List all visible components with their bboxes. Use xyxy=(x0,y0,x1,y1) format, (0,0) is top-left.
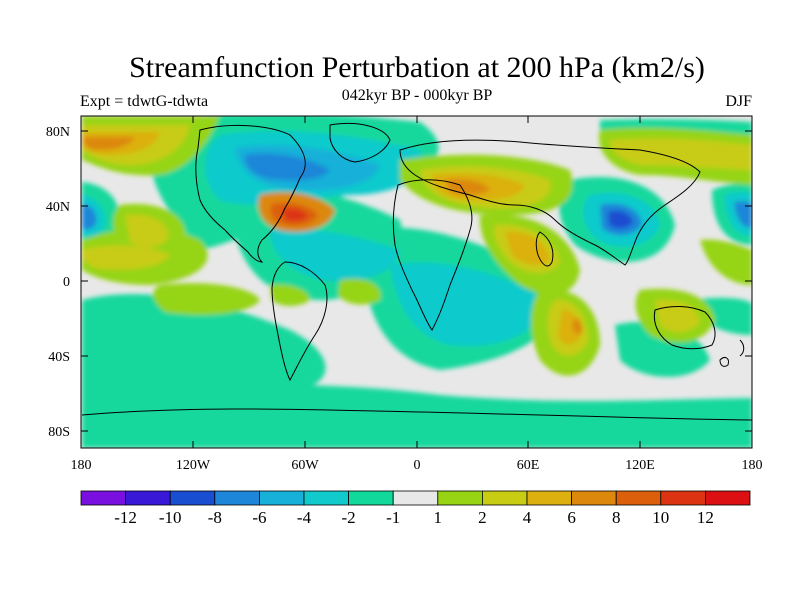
lat-label: 80S xyxy=(48,425,70,440)
lat-label: 0 xyxy=(63,275,70,290)
contour-field xyxy=(81,116,752,448)
longitude-labels: 180 120W 60W 0 60E 120E 180 xyxy=(71,458,763,473)
lon-label: 60E xyxy=(517,458,540,473)
colorbar-label: 8 xyxy=(612,508,621,527)
colorbar-label: -2 xyxy=(342,508,356,527)
colorbar-swatch xyxy=(169,490,216,506)
colorbar-label: -6 xyxy=(252,508,266,527)
latitude-labels: 80N 40N 0 40S 80S xyxy=(46,125,70,440)
colorbar-label: -1 xyxy=(386,508,400,527)
lon-label: 180 xyxy=(742,458,763,473)
colorbar-label: 4 xyxy=(523,508,532,527)
colorbar-label: 1 xyxy=(434,508,443,527)
plot-title: Streamfunction Perturbation at 200 hPa (… xyxy=(129,51,705,84)
colorbar-label: 6 xyxy=(567,508,576,527)
season-label: DJF xyxy=(725,93,752,110)
colorbar-label: 2 xyxy=(478,508,487,527)
coastlines xyxy=(81,122,752,421)
colorbar-swatch xyxy=(481,490,528,506)
lon-label: 120E xyxy=(625,458,655,473)
colorbar-swatch xyxy=(571,490,617,506)
colorbar-swatch xyxy=(437,490,483,506)
colorbar-label: -8 xyxy=(208,508,222,527)
lon-label: 180 xyxy=(71,458,92,473)
colorbar-swatch xyxy=(80,490,126,506)
colorbar-label: -12 xyxy=(114,508,137,527)
colorbar-label: 10 xyxy=(652,508,669,527)
lat-label: 40N xyxy=(46,200,70,215)
colorbar-label: -10 xyxy=(159,508,182,527)
colorbar-swatch xyxy=(526,490,572,506)
lat-label: 40S xyxy=(48,350,70,365)
lon-label: 120W xyxy=(176,458,211,473)
lat-label: 80N xyxy=(46,125,70,140)
colorbar-swatch xyxy=(660,490,706,506)
colorbar-swatch xyxy=(348,490,394,506)
colorbar-swatch xyxy=(258,490,305,506)
colorbar-swatch xyxy=(615,490,662,506)
colorbar: -12 -10 -8 -6 -4 -2 -1 1 2 4 6 8 10 12 xyxy=(80,490,751,527)
experiment-label: Expt = tdwtG-tdwta xyxy=(80,93,209,110)
colorbar-swatch xyxy=(303,490,349,506)
colorbar-swatch xyxy=(392,490,439,506)
lon-label: 0 xyxy=(414,458,421,473)
colorbar-label: -4 xyxy=(297,508,312,527)
colorbar-swatch xyxy=(214,490,260,506)
colorbar-label: 12 xyxy=(697,508,714,527)
colorbar-swatch xyxy=(125,490,171,506)
colorbar-swatch xyxy=(705,490,751,506)
lon-label: 60W xyxy=(291,458,319,473)
tick-marks xyxy=(81,116,752,448)
plot-subtitle: 042kyr BP - 000kyr BP xyxy=(341,87,493,104)
